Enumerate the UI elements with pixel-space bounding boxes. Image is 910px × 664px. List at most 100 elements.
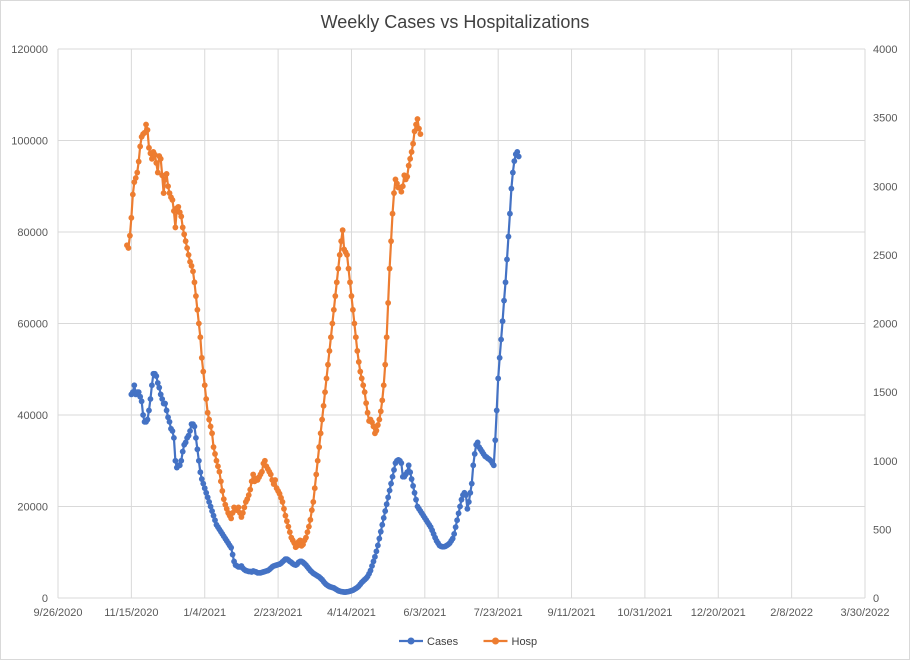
- data-point-hosp: [361, 389, 368, 396]
- data-point-cases: [201, 485, 208, 492]
- data-point-hosp: [175, 203, 182, 210]
- data-point-hosp: [354, 348, 361, 354]
- data-point-hosp: [316, 444, 323, 450]
- x-tick-label: 2/8/2022: [770, 607, 813, 619]
- data-point-hosp: [303, 534, 309, 541]
- data-point-hosp: [398, 188, 405, 195]
- data-point-hosp: [377, 408, 384, 415]
- data-point-hosp: [181, 231, 188, 238]
- data-point-cases: [502, 279, 509, 286]
- data-point-hosp: [407, 155, 414, 162]
- data-point-hosp: [203, 396, 210, 402]
- data-point-hosp: [351, 320, 358, 327]
- y-left-tick-label: 60000: [17, 319, 48, 331]
- data-point-cases: [493, 407, 500, 414]
- x-tick-label: 4/14/2021: [327, 607, 376, 619]
- data-point-hosp: [165, 183, 171, 190]
- data-point-cases: [467, 489, 474, 496]
- data-point-hosp: [332, 293, 339, 299]
- data-point-hosp: [206, 416, 213, 423]
- data-point-cases: [210, 512, 217, 519]
- data-point-hosp: [267, 471, 274, 478]
- data-point-hosp: [132, 175, 139, 181]
- data-point-hosp: [405, 162, 412, 169]
- data-point-hosp: [326, 348, 333, 354]
- data-point-cases: [410, 483, 416, 489]
- data-point-cases: [165, 414, 171, 421]
- y-left-tick-label: 0: [42, 593, 48, 605]
- data-point-hosp: [416, 125, 422, 132]
- data-point-hosp: [191, 279, 198, 286]
- data-point-cases: [198, 476, 205, 482]
- data-point-hosp: [200, 368, 207, 375]
- data-point-cases: [391, 467, 397, 473]
- data-point-cases: [458, 496, 465, 503]
- data-point-cases: [490, 462, 497, 469]
- data-point-hosp: [279, 499, 286, 505]
- data-point-cases: [465, 499, 472, 505]
- data-point-cases: [495, 375, 502, 382]
- data-point-hosp: [347, 279, 353, 286]
- data-point-hosp: [144, 127, 151, 133]
- series-hosp: [124, 116, 424, 551]
- data-point-cases: [228, 544, 235, 551]
- legend-label: Hosp: [512, 636, 538, 648]
- y-right-tick-label: 500: [873, 524, 891, 536]
- data-point-cases: [367, 567, 374, 574]
- data-point-cases: [229, 551, 236, 558]
- data-point-cases: [507, 210, 513, 217]
- data-point-hosp: [388, 238, 394, 245]
- data-point-hosp: [297, 537, 303, 544]
- data-point-cases: [407, 469, 414, 476]
- gridlines: [57, 48, 866, 599]
- data-point-cases: [454, 517, 460, 524]
- data-point-hosp: [348, 293, 355, 299]
- data-point-hosp: [382, 361, 389, 368]
- data-point-cases: [463, 492, 469, 498]
- data-point-hosp: [216, 468, 223, 475]
- data-point-cases: [509, 169, 516, 176]
- data-point-hosp: [185, 251, 192, 258]
- y-right-tick-label: 2500: [873, 250, 897, 262]
- data-point-hosp: [386, 265, 393, 272]
- data-point-hosp: [380, 382, 387, 389]
- data-point-cases: [377, 528, 384, 535]
- series-cases: [128, 149, 522, 595]
- data-point-cases: [212, 517, 218, 524]
- data-point-cases: [137, 393, 144, 400]
- data-point-hosp: [286, 529, 293, 536]
- y-left-tick-label: 100000: [11, 136, 48, 148]
- data-point-cases: [178, 457, 185, 464]
- x-tick-label: 9/11/2021: [547, 607, 595, 619]
- data-point-hosp: [179, 224, 186, 231]
- data-point-hosp: [336, 251, 343, 258]
- data-point-hosp: [213, 457, 220, 464]
- data-point-cases: [209, 508, 215, 514]
- data-point-hosp: [245, 492, 252, 498]
- data-point-cases: [464, 505, 471, 512]
- data-point-cases: [457, 503, 463, 510]
- data-point-hosp: [314, 457, 321, 464]
- y-left-tick-label: 40000: [17, 410, 48, 422]
- data-point-cases: [206, 499, 213, 505]
- y-right-tick-label: 4000: [873, 44, 897, 56]
- data-point-hosp: [201, 382, 208, 389]
- data-point-hosp: [212, 450, 218, 457]
- legend-marker: [407, 637, 415, 645]
- data-point-cases: [449, 535, 456, 542]
- data-point-cases: [179, 448, 186, 455]
- data-point-cases: [408, 476, 415, 482]
- data-point-hosp: [335, 265, 342, 272]
- data-point-hosp: [188, 262, 195, 269]
- y-left-tick-label: 20000: [17, 502, 48, 514]
- data-point-hosp: [157, 155, 164, 162]
- y-right-tick-label: 0: [873, 593, 879, 605]
- y-right-tick-label: 1500: [873, 387, 897, 399]
- data-point-hosp: [322, 389, 328, 396]
- data-point-cases: [135, 389, 142, 396]
- data-point-cases: [504, 256, 510, 263]
- data-point-hosp: [169, 197, 176, 203]
- data-point-hosp: [239, 510, 246, 516]
